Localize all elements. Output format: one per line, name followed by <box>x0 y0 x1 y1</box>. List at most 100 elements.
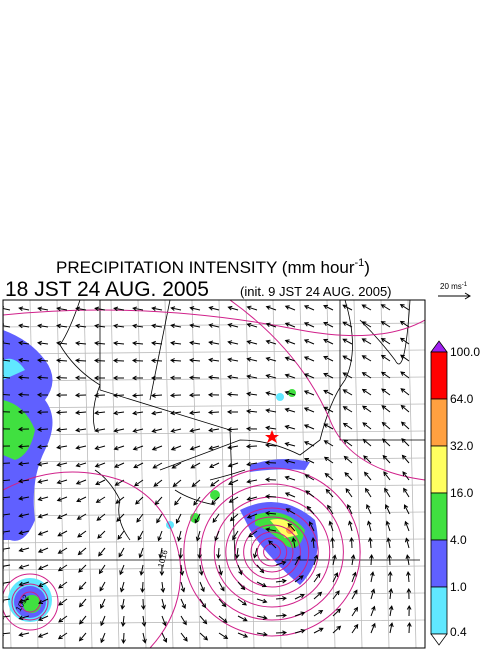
colorbar-label: 4.0 <box>450 533 467 547</box>
wind-arrow <box>58 598 68 606</box>
wind-arrow <box>17 392 30 398</box>
wind-arrow <box>327 504 334 515</box>
init-time: (init. 9 JST 24 AUG. 2005) <box>240 284 392 299</box>
wind-arrow <box>189 445 201 451</box>
wind-arrow <box>100 615 106 627</box>
wind-arrow <box>151 410 163 416</box>
wind-arrow <box>94 462 106 468</box>
wind-arrow <box>94 306 106 312</box>
wind-arrow <box>189 323 201 329</box>
wind-arrow <box>237 615 248 622</box>
wind-arrow <box>3 357 11 363</box>
wind-arrow <box>228 479 239 486</box>
grid-line <box>3 322 425 328</box>
wind-arrow <box>361 355 372 362</box>
wind-arrow <box>151 323 163 329</box>
wind-arrow <box>332 590 340 600</box>
wind-arrow <box>169 393 182 398</box>
wind-arrow <box>388 588 394 600</box>
wind-arrow <box>305 490 315 498</box>
wind-arrow <box>170 428 182 433</box>
wind-arrow <box>78 564 87 573</box>
wind-arrow <box>18 323 30 329</box>
wind-arrow <box>74 375 87 381</box>
wind-arrow <box>113 462 125 468</box>
wind-arrow <box>112 375 125 381</box>
wind-arrow <box>140 598 146 611</box>
wind-arrow <box>3 546 11 552</box>
wind-arrow <box>382 438 391 447</box>
wind-arrow <box>362 438 372 447</box>
wind-arrow <box>264 460 277 466</box>
wind-arrow <box>18 530 30 535</box>
isobar <box>3 573 59 631</box>
wind-arrow <box>328 520 334 532</box>
wind-arrow <box>264 494 277 499</box>
wind-arrow <box>190 462 201 469</box>
wind-arrow <box>361 321 372 328</box>
colorbar-label: 32.0 <box>450 439 474 453</box>
wind-arrow <box>197 547 202 560</box>
wind-arrow <box>265 339 277 345</box>
title-main: PRECIPITATION INTENSITY (mm hour <box>56 258 355 277</box>
wind-arrow <box>389 622 394 634</box>
wind-arrow <box>36 409 49 415</box>
wind-arrow <box>330 536 335 549</box>
wind-arrow <box>400 421 410 430</box>
wind-arrow <box>369 553 374 566</box>
wind-arrow <box>95 479 106 486</box>
grid-line <box>110 300 120 648</box>
wind-arrow <box>246 305 258 311</box>
title-sup: -1 <box>355 257 365 269</box>
wind-arrow <box>294 593 305 600</box>
wind-arrow <box>194 513 201 524</box>
wind-arrow <box>37 461 49 467</box>
wind-arrow <box>133 462 144 469</box>
wind-arrow <box>189 340 201 346</box>
wind-arrow <box>362 422 372 430</box>
wind-arrow <box>18 564 30 570</box>
wind-arrow <box>37 358 49 363</box>
wind-arrow <box>75 410 87 415</box>
wind-arrow <box>94 445 106 451</box>
wind-arrow <box>245 426 258 432</box>
wind-arrow <box>113 340 125 346</box>
grid-line <box>3 430 425 436</box>
wind-arrow <box>345 488 353 498</box>
isobar <box>225 507 319 597</box>
wind-arrow <box>366 520 372 532</box>
wind-arrow <box>17 444 30 449</box>
wind-arrow <box>132 445 144 451</box>
wind-arrow <box>117 530 125 540</box>
wind-arrow <box>112 358 125 364</box>
wind-arrow <box>284 459 296 464</box>
wind-arrow <box>386 537 392 549</box>
wind-arrow <box>159 564 165 577</box>
wind-arrow <box>169 375 182 381</box>
wind-arrow <box>405 554 411 566</box>
wind-arrow <box>303 305 315 311</box>
wind-arrow <box>74 392 87 398</box>
wind-arrow <box>237 598 247 606</box>
wind-arrow <box>265 373 277 379</box>
wind-arrow <box>265 442 277 448</box>
wind-arrow <box>246 513 258 519</box>
wind-arrow <box>228 496 239 503</box>
wind-arrow <box>381 405 391 413</box>
wind-arrow <box>361 338 372 345</box>
wind-arrow <box>3 340 11 346</box>
wind-arrow <box>3 631 11 637</box>
wind-arrow <box>284 475 296 481</box>
wind-arrow <box>170 306 182 311</box>
wind-arrow <box>252 547 258 559</box>
wind-arrow <box>18 547 30 553</box>
wind-arrow <box>218 598 227 608</box>
wind-arrow <box>406 571 411 583</box>
wind-arrow <box>38 598 49 605</box>
wind-arrow <box>275 578 287 584</box>
wind-arrow <box>313 554 319 566</box>
wind-arrow <box>189 357 201 363</box>
wind-arrow <box>275 596 288 601</box>
wind-arrow <box>37 496 49 502</box>
